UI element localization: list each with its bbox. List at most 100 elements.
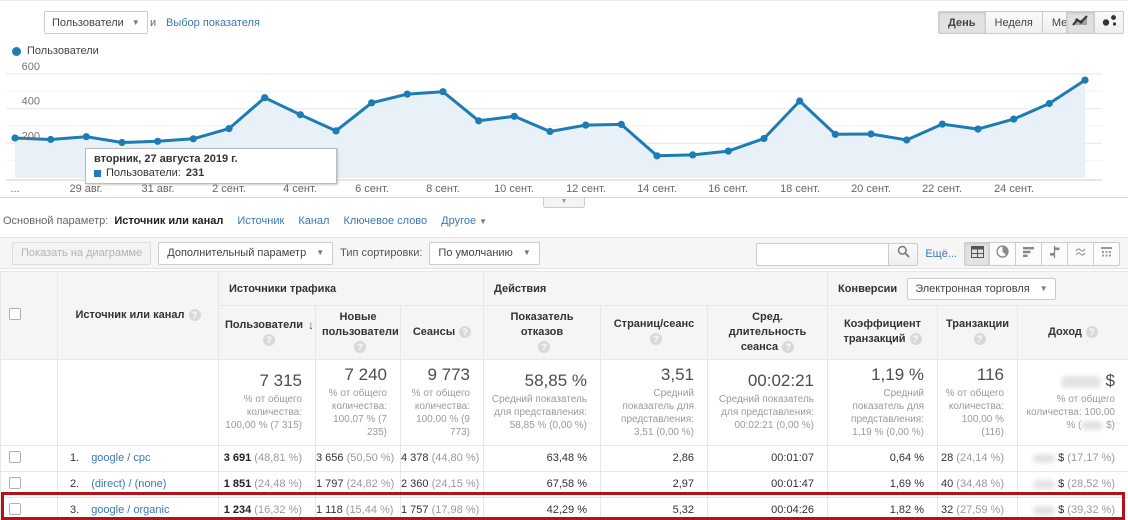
dimension-source-medium[interactable]: Источник или канал: [114, 215, 224, 227]
secondary-dimension-dropdown[interactable]: Дополнительный параметр ▼: [158, 241, 334, 265]
dimension-medium-link[interactable]: Канал: [298, 215, 330, 227]
chart-collapse-handle[interactable]: ▼: [543, 198, 585, 208]
metric-cell: 0,64 %: [827, 444, 938, 472]
column-header-new-users[interactable]: Новые пользователи?: [315, 305, 401, 360]
metric-cell: 3 691 (48,81 %): [218, 444, 316, 472]
table-totals-row: 7 315% от общего количества: 100,00 % (7…: [0, 358, 1128, 446]
totals-metric-cell: 7 240% от общего количества: 100,07 % (7…: [315, 358, 401, 446]
line-chart-button[interactable]: [1066, 11, 1095, 34]
source-medium-link[interactable]: google / organic: [91, 504, 170, 517]
comparison-view-button[interactable]: [1042, 242, 1068, 266]
table-view-button[interactable]: [964, 242, 990, 266]
x-tick-label: 22 сент.: [922, 183, 962, 195]
metric-cell: 2,86: [600, 444, 708, 472]
dimension-other-dropdown[interactable]: Другое ▼: [441, 215, 488, 227]
pivot-view-button[interactable]: [1094, 242, 1120, 266]
chart-bottom-divider: [0, 197, 1128, 198]
help-icon[interactable]: ?: [538, 340, 550, 353]
performance-view-button[interactable]: [1016, 242, 1042, 266]
redacted-value: [1033, 505, 1056, 515]
column-header-sessions[interactable]: Сеансы?: [400, 305, 484, 360]
row-checkbox[interactable]: [9, 450, 21, 463]
column-header-pages-session[interactable]: Страниц/сеанс?: [600, 305, 708, 360]
term-cloud-view-button[interactable]: [1068, 242, 1094, 266]
advanced-search-link[interactable]: Ещё...: [925, 248, 957, 260]
line-chart-icon: [1072, 14, 1089, 32]
select-metric-link[interactable]: Выбор показателя: [166, 17, 260, 29]
search-icon: [897, 245, 910, 263]
totals-checkbox-cell: [0, 358, 58, 446]
column-header-revenue[interactable]: Доход?: [1017, 305, 1128, 360]
percentage-view-button[interactable]: [990, 242, 1016, 266]
source-medium-link[interactable]: (direct) / (none): [91, 478, 167, 491]
metric-cell: 67,58 %: [483, 470, 601, 498]
sort-type-dropdown[interactable]: По умолчанию ▼: [429, 241, 540, 265]
metric-cell: $ (28,52 %): [1017, 470, 1128, 498]
x-tick-label: 8 сент.: [426, 183, 460, 195]
comparison-bars-icon: [1048, 245, 1061, 263]
timeseries-chart-area: 200 400 600 ... 29 авг. 31 авг. 2 сент. 4 сент…: [0, 61, 1128, 211]
metric-cell: 1 234 (16,32 %): [218, 496, 316, 520]
granularity-week-button[interactable]: Неделя: [985, 11, 1043, 34]
dimension-keyword-link[interactable]: Ключевое слово: [343, 215, 428, 227]
granularity-day-button[interactable]: День: [938, 11, 986, 34]
column-header-bounce-rate[interactable]: Показатель отказов?: [483, 305, 601, 360]
totals-metric-cell: 9 773% от общего количества: 100,00 % (9…: [400, 358, 484, 446]
tooltip-date: вторник, 27 августа 2019 г.: [94, 153, 238, 165]
motion-chart-button[interactable]: [1095, 11, 1124, 34]
column-header-transactions[interactable]: Транзакции?: [937, 305, 1018, 360]
chart-legend: Пользователи: [12, 45, 99, 57]
totals-metric-cell: $% от общего количества: 100,00 % ( $): [1017, 358, 1128, 446]
search-button[interactable]: [888, 242, 919, 266]
metric-cell: 00:01:47: [707, 470, 828, 498]
dimension-source-link[interactable]: Источник: [237, 215, 285, 227]
help-icon[interactable]: ?: [782, 340, 795, 353]
column-header-users[interactable]: Пользователи ↓?: [218, 305, 316, 360]
metric-cell: 00:01:07: [707, 444, 828, 472]
primary-dimension-bar: Основной параметр: Источник или канал Ис…: [0, 215, 1128, 227]
chevron-down-icon: ▼: [522, 248, 531, 257]
column-header-txn-rate[interactable]: Коэффициент транзакций?: [827, 305, 938, 360]
x-tick-label: 24 сент.: [994, 183, 1034, 195]
help-icon[interactable]: ?: [354, 340, 366, 353]
chevron-down-icon: ▼: [316, 248, 325, 257]
x-tick-label: 31 авг.: [141, 183, 175, 195]
plot-rows-button: Показать на диаграмме: [12, 241, 152, 265]
metric-cell: 40 (34,48 %): [937, 470, 1018, 498]
metric-cell: 2 360 (24,15 %): [400, 470, 484, 498]
metric-cell: 5,32: [600, 496, 708, 520]
source-medium-link[interactable]: google / cpc: [91, 452, 151, 465]
metric-cell: 63,48 %: [483, 444, 601, 472]
help-icon[interactable]: ?: [650, 333, 662, 346]
x-tick-label: 16 сент.: [708, 183, 748, 195]
totals-name-cell: [57, 358, 219, 446]
column-header-avg-duration[interactable]: Сред. длительность сеанса?: [707, 305, 828, 360]
help-icon[interactable]: ?: [909, 333, 922, 346]
help-icon[interactable]: ?: [1085, 325, 1098, 338]
row-checkbox[interactable]: [9, 502, 21, 515]
metric-cell: 1,69 %: [827, 470, 938, 498]
help-icon[interactable]: ?: [188, 309, 201, 322]
redacted-value: [1081, 420, 1104, 430]
metric-cell: 3 656 (50,50 %): [315, 444, 401, 472]
x-tick-label: 6 сент.: [355, 183, 389, 195]
table-search-input[interactable]: [756, 242, 889, 266]
metric-cell: 1 851 (24,48 %): [218, 470, 316, 498]
table-toolbar: Показать на диаграмме Дополнительный пар…: [0, 237, 1128, 269]
row-rank: 2.: [70, 478, 80, 491]
help-icon[interactable]: ?: [263, 334, 275, 347]
help-icon[interactable]: ?: [459, 325, 472, 338]
metric-dropdown[interactable]: Пользователи ▼: [44, 11, 148, 34]
redacted-value: [1033, 453, 1056, 463]
chart-type-switcher: [1066, 11, 1124, 34]
conversion-goal-dropdown[interactable]: Электронная торговля ▼: [907, 277, 1056, 300]
select-all-checkbox[interactable]: [9, 307, 21, 320]
row-checkbox[interactable]: [9, 476, 21, 489]
metric-cell: 42,29 %: [483, 496, 601, 520]
help-icon[interactable]: ?: [973, 333, 986, 346]
dimension-column-header[interactable]: Источник или канал?: [57, 271, 219, 360]
series-color-dot: [12, 46, 21, 56]
metric-cell: 32 (27,59 %): [937, 496, 1018, 520]
table-row: 2. (direct) / (none) 1 851 (24,48 %) 1 797 …: [0, 470, 1128, 498]
x-tick-label: ...: [10, 183, 20, 195]
